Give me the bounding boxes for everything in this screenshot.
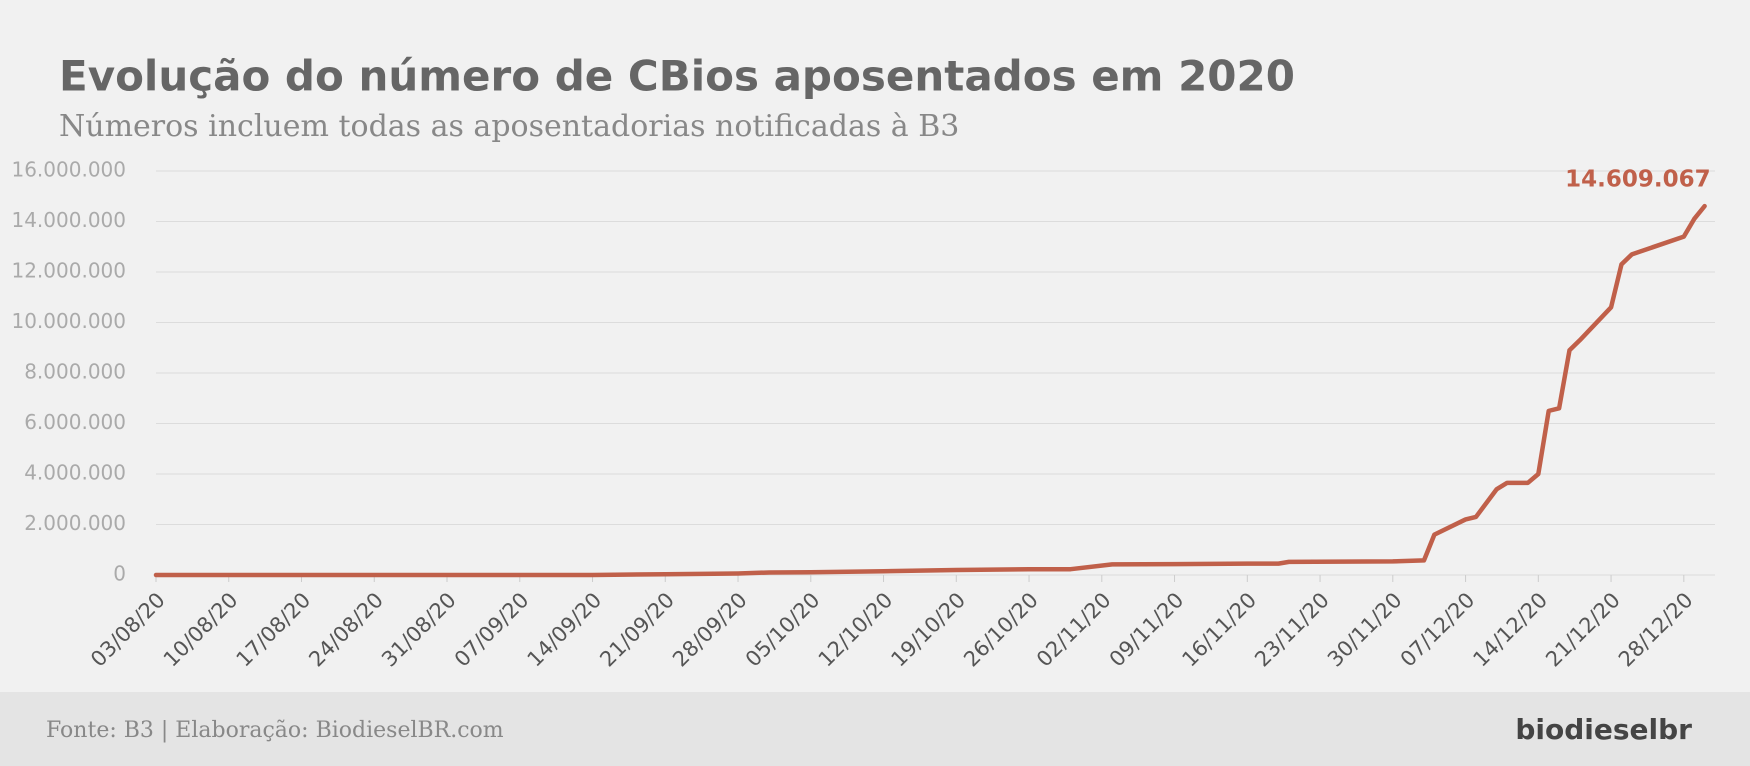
y-tick-label: 0	[113, 562, 126, 586]
background	[0, 0, 1750, 692]
y-tick-label: 12.000.000	[11, 259, 126, 283]
line	[153, 203, 1707, 578]
y-tick-label: 14.000.000	[11, 208, 126, 232]
chart-title: Evolução do número de CBios aposentados …	[59, 52, 1295, 101]
footer-band	[0, 692, 1750, 766]
source-note: Fonte: B3 | Elaboração: BiodieselBR.com	[46, 718, 504, 743]
y-tick-label: 4.000.000	[24, 461, 126, 485]
chart-subtitle: Números incluem todas as aposentadorias …	[59, 109, 959, 144]
y-tick-label: 16.000.000	[11, 158, 126, 182]
y-tick-label: 6.000.000	[24, 410, 126, 434]
value-label: 14.609.067	[1565, 167, 1711, 193]
logo: biodieselbr	[1515, 713, 1692, 746]
y-tick-label: 10.000.000	[11, 309, 126, 333]
y-tick-label: 2.000.000	[24, 511, 126, 535]
y-tick-label: 8.000.000	[24, 360, 126, 384]
